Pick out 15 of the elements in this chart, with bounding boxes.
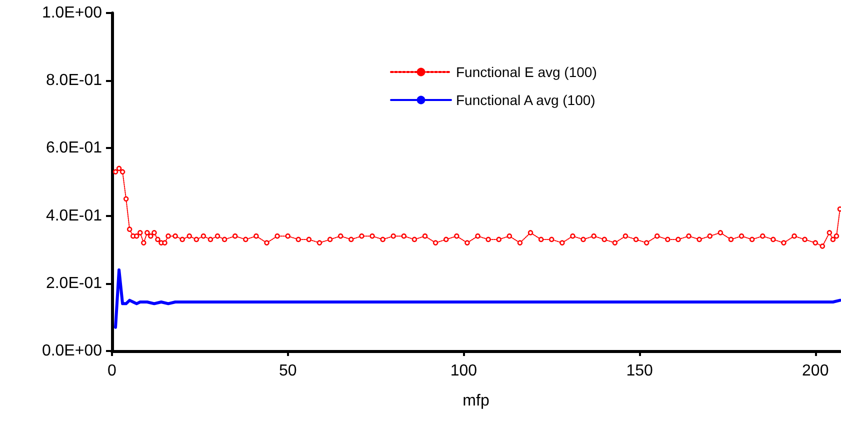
x-tick-label: 100: [450, 362, 478, 380]
y-tick-label: 8.0E-01: [46, 72, 102, 90]
y-tick-label: 2.0E-01: [46, 274, 102, 292]
x-tick-label: 50: [278, 362, 297, 380]
y-tick-label: 4.0E-01: [46, 207, 102, 224]
x-tick-label: 200: [802, 362, 829, 380]
y-tick-label: 6.0E-01: [46, 140, 102, 157]
x-tick-label: 0: [108, 362, 117, 380]
legend-label: Functional A avg (100): [456, 92, 596, 108]
line-series: [114, 268, 841, 329]
y-tick-label: 0.0E+00: [42, 342, 102, 360]
x-axis-title: mfp: [462, 392, 490, 410]
y-tick-label: 1.0E+00: [42, 4, 102, 22]
legend-label: Functional E avg (100): [456, 64, 597, 80]
x-tick-label: 150: [626, 362, 653, 380]
